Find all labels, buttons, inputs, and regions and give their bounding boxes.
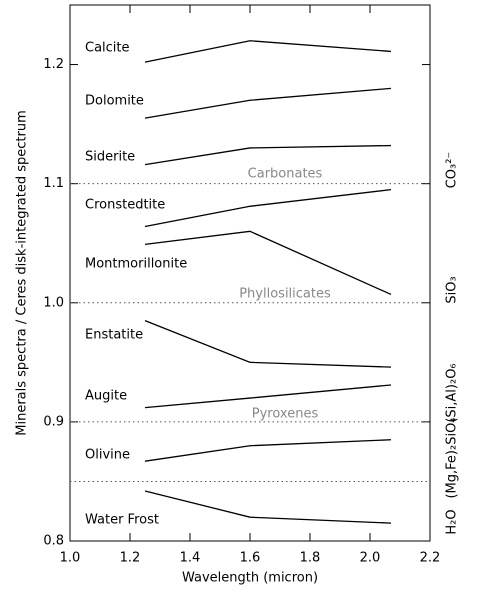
series-label: Dolomite (85, 94, 144, 109)
series-label: Siderite (85, 150, 135, 165)
series-label: Augite (85, 389, 127, 404)
series-line (144, 87, 392, 119)
series-label: Enstatite (85, 328, 143, 343)
x-tick-label: 1.4 (180, 551, 201, 566)
series-line (144, 144, 392, 166)
x-tick-label: 1.2 (120, 551, 141, 566)
y-tick-label: 0.8 (43, 534, 64, 549)
right-label: CO₃²⁻ (445, 152, 460, 189)
series-line (144, 188, 392, 228)
y-axis-label: Minerals spectra / Ceres disk-integrated… (15, 110, 30, 436)
group-label: Carbonates (248, 167, 323, 182)
group-label: Phyllosilicates (239, 287, 331, 302)
series-line (144, 40, 392, 63)
right-label: SiO₃ (445, 276, 460, 303)
series-label: Cronstedtite (85, 198, 165, 213)
x-tick-label: 2.2 (420, 551, 441, 566)
y-tick-label: 1.2 (43, 57, 64, 72)
x-tick-label: 1.6 (240, 551, 261, 566)
x-tick-label: 1.8 (300, 551, 321, 566)
series-line (144, 439, 392, 462)
y-tick-label: 1.0 (43, 295, 64, 310)
series-label: Olivine (85, 448, 130, 463)
series-line (144, 320, 392, 368)
x-tick-label: 2.0 (360, 551, 381, 566)
series-label: Montmorillonite (85, 257, 187, 272)
right-label: (Si,Al)₂O₆ (445, 363, 460, 422)
series-label: Water Frost (85, 513, 159, 528)
x-axis-label: Wavelength (micron) (182, 571, 318, 586)
right-label: (Mg,Fe)₂SiO₄ (445, 417, 460, 498)
series-line (144, 384, 392, 409)
y-tick-label: 1.1 (43, 176, 64, 191)
right-label: H₂O (445, 509, 460, 534)
y-tick-label: 0.9 (43, 414, 64, 429)
series-line (144, 230, 392, 296)
x-tick-label: 1.0 (60, 551, 81, 566)
series-line (144, 490, 392, 524)
group-label: Pyroxenes (252, 407, 319, 422)
series-label: Calcite (85, 41, 130, 56)
